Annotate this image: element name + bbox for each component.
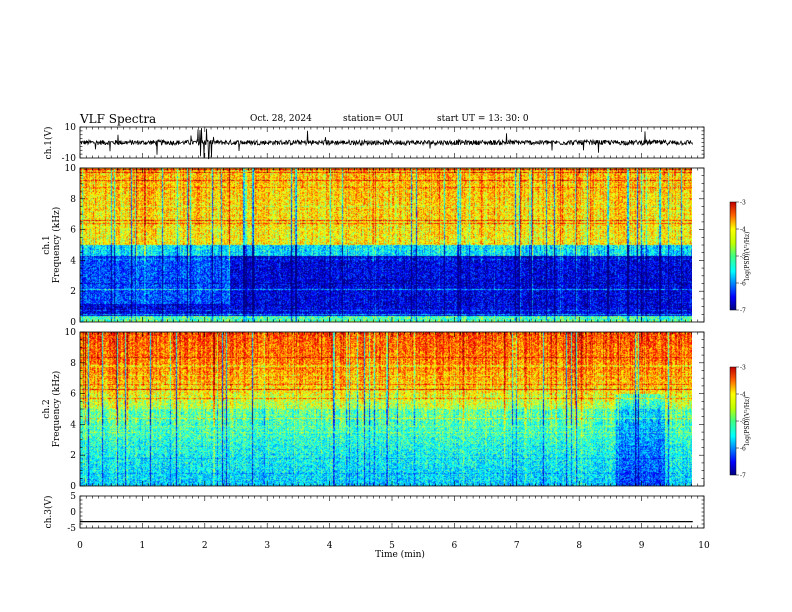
- ch2-colorbar: [729, 366, 737, 476]
- ch1-waveform-ylabel: ch.1(V): [43, 127, 54, 160]
- y-tick-label: 0: [70, 508, 76, 518]
- ch1-waveform-trace: [79, 128, 693, 160]
- y-tick-label: 10: [65, 123, 77, 133]
- y-tick-label: 6: [70, 226, 76, 236]
- ch2-spectrogram-image: [80, 332, 692, 486]
- y-tick-label: 0: [70, 318, 76, 328]
- y-tick-label: 2: [70, 287, 76, 297]
- colorbar-tick-label: -4: [740, 392, 746, 399]
- date-label: Oct. 28, 2024: [250, 114, 312, 124]
- colorbar-tick-label: -6: [740, 281, 746, 288]
- chart-title: VLF Spectra: [80, 112, 157, 126]
- ch3-waveform-ylabel: ch.3(V): [43, 496, 54, 529]
- ch1-spectrogram-ylabel: ch.1: [42, 235, 52, 254]
- colorbar-tick-label: -3: [740, 200, 746, 207]
- axis-ticks: [79, 126, 705, 529]
- ch1-colorbar: [729, 201, 737, 311]
- y-tick-label: -5: [67, 524, 76, 534]
- x-tick-label: 0: [77, 541, 83, 551]
- station-label: station= OUI: [343, 114, 404, 124]
- y-tick-label: 4: [70, 256, 76, 266]
- y-tick-label: 0: [70, 482, 76, 492]
- x-tick-label: 8: [576, 541, 582, 551]
- y-tick-label: -10: [62, 154, 77, 164]
- x-tick-label: 7: [514, 541, 520, 551]
- x-tick-label: 9: [639, 541, 645, 551]
- x-tick-label: 5: [389, 541, 395, 551]
- ch1-frequency-ylabel: Frequency (kHz): [51, 207, 62, 284]
- x-tick-labels: 0 1 2 3 4 5 6 7 8 9 10: [77, 541, 710, 551]
- y-tick-label: 10: [65, 164, 77, 174]
- x-tick-label: 2: [202, 541, 208, 551]
- colorbar-tick-label: -5: [740, 254, 746, 261]
- colorbar-tick-label: -7: [740, 473, 746, 480]
- colorbar-tick-label: -4: [740, 227, 746, 234]
- start-time-label: start UT = 13: 30: 0: [437, 114, 529, 124]
- ch2-colorbar-label: log(PSD)(V²/Hz): [744, 397, 751, 446]
- colorbar-ticks: -3 -4 -5 -6 -7 -3 -4 -5 -6 -7: [736, 200, 746, 480]
- colorbar-tick-label: -6: [740, 446, 746, 453]
- ch1-colorbar-label: log(PSD)(V²/Hz): [744, 232, 751, 281]
- ch1-empty-area: [692, 168, 704, 322]
- ch2-empty-area: [692, 332, 704, 486]
- y-tick-label: 2: [70, 451, 76, 461]
- y-tick-label: 10: [65, 328, 77, 338]
- colorbar-tick-label: -7: [740, 308, 746, 315]
- x-tick-label: 1: [140, 541, 146, 551]
- colorbar-tick-label: -3: [740, 365, 746, 372]
- y-tick-label: 4: [70, 420, 76, 430]
- ch2-spectrogram-ylabel: ch.2: [42, 399, 52, 418]
- ch2-frequency-ylabel: Frequency (kHz): [51, 371, 62, 448]
- colorbar-tick-label: -5: [740, 419, 746, 426]
- ch1-spectrogram-image: [80, 168, 692, 322]
- y-tick-label: 6: [70, 390, 76, 400]
- y-tick-label: 8: [70, 195, 76, 205]
- x-tick-label: 6: [452, 541, 458, 551]
- y-tick-label: 8: [70, 359, 76, 369]
- x-axis-label: Time (min): [375, 549, 425, 560]
- x-tick-label: 4: [327, 541, 333, 551]
- y-tick-label: 5: [70, 492, 76, 502]
- x-tick-label: 3: [264, 541, 270, 551]
- x-tick-label: 10: [698, 541, 710, 551]
